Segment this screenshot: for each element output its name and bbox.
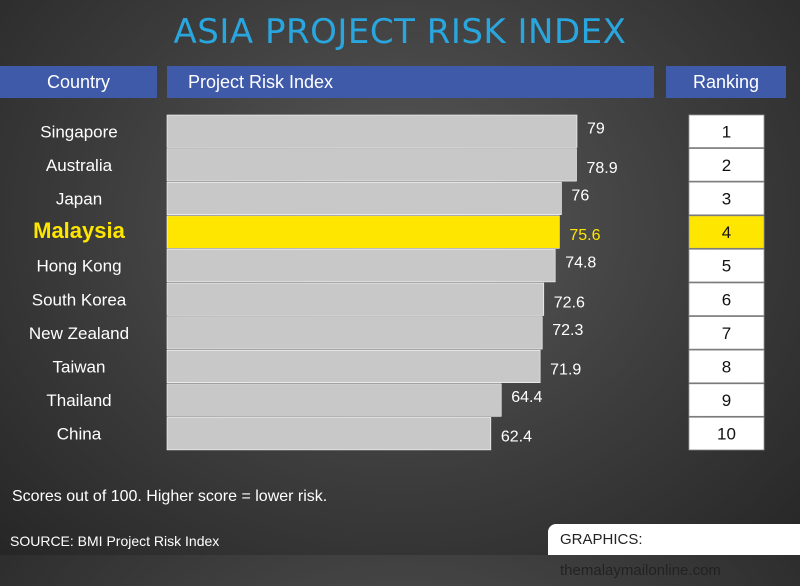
- value-label: 71.9: [550, 361, 581, 378]
- ranking-box: [688, 416, 765, 451]
- value-label: 72.6: [554, 294, 585, 311]
- ranking-box: [688, 349, 765, 384]
- country-label: Australia: [46, 156, 113, 175]
- country-label: China: [57, 425, 102, 444]
- ranking-box: [688, 383, 765, 417]
- ranking-value: 8: [722, 357, 731, 376]
- bar-australia: [166, 148, 577, 182]
- ranking-value: 9: [722, 391, 731, 410]
- ranking-value: 2: [722, 156, 731, 175]
- value-label: 62.4: [501, 429, 532, 446]
- country-label: Thailand: [46, 391, 111, 410]
- country-label: Japan: [56, 189, 102, 208]
- value-label: 79: [587, 120, 605, 137]
- country-label: Taiwan: [53, 357, 106, 376]
- scale-note: Scores out of 100. Higher score = lower …: [12, 488, 328, 505]
- bar-thailand: [166, 383, 502, 417]
- bar-malaysia: [166, 215, 560, 249]
- ranking-box: [688, 148, 765, 182]
- country-label: South Korea: [32, 290, 127, 309]
- chart-title: ASIA PROJECT RISK INDEX: [173, 12, 627, 52]
- ranking-value: 10: [717, 425, 736, 444]
- header-ranking: Ranking: [666, 66, 786, 98]
- bar-new-zealand: [166, 316, 543, 350]
- ranking-value: 4: [722, 223, 731, 242]
- value-label: 72.3: [552, 322, 583, 339]
- ranking-box: [688, 181, 765, 216]
- ranking-box: [688, 316, 765, 350]
- ranking-box: [688, 215, 765, 249]
- ranking-value: 6: [722, 290, 731, 309]
- ranking-value: 5: [722, 257, 731, 276]
- ranking-value: 1: [722, 122, 731, 141]
- bar-taiwan: [166, 349, 541, 384]
- header-project-risk-index: Project Risk Index: [167, 66, 654, 98]
- source-label: SOURCE: BMI Project Risk Index: [10, 533, 220, 549]
- value-label: 74.8: [565, 255, 596, 272]
- country-label: Hong Kong: [36, 257, 121, 276]
- country-label: Malaysia: [33, 218, 125, 243]
- ranking-box: [688, 248, 765, 283]
- ranking-box: [688, 282, 765, 316]
- ranking-value: 7: [722, 324, 731, 343]
- bar-hong-kong: [166, 249, 556, 283]
- ranking-value: 3: [722, 189, 731, 208]
- bar-south-korea: [166, 282, 545, 316]
- country-label: New Zealand: [29, 324, 129, 343]
- bar-japan: [166, 181, 562, 215]
- value-label: 78.9: [586, 160, 617, 177]
- graphics-credit: GRAPHICS: themalaymailonline.com: [548, 524, 800, 579]
- bar-singapore: [166, 114, 578, 148]
- value-label: 75.6: [569, 227, 600, 244]
- bar-china: [166, 417, 492, 451]
- value-label: 64.4: [511, 389, 542, 406]
- ranking-box: [688, 114, 765, 148]
- value-label: 76: [571, 187, 589, 204]
- country-label: Singapore: [40, 122, 118, 141]
- header-country: Country: [0, 66, 157, 98]
